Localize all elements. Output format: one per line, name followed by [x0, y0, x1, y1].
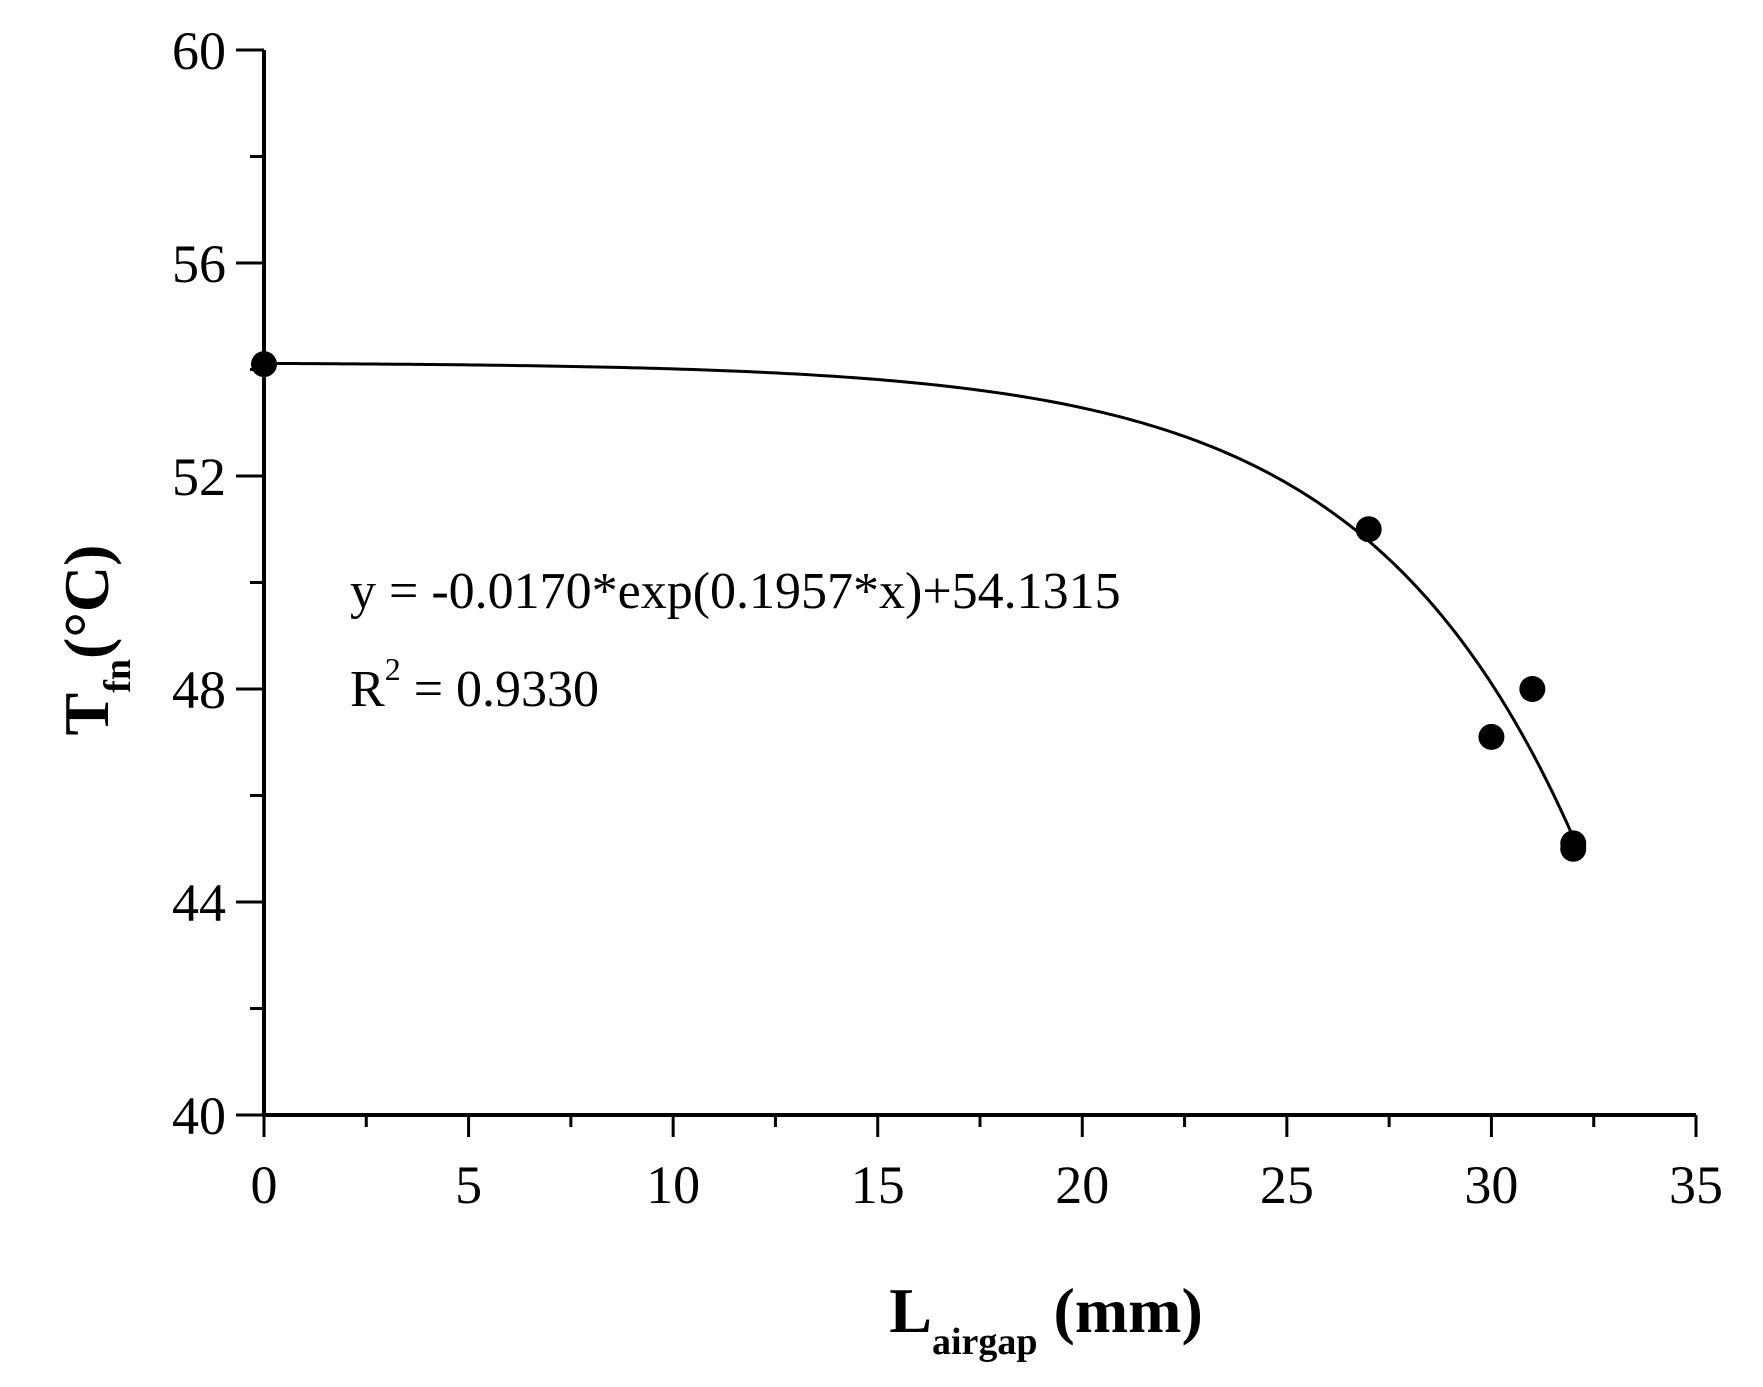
y-tick-label: 60 [172, 21, 226, 81]
fit-r2: R2 = 0.9330 [350, 651, 599, 718]
data-point [1355, 516, 1382, 543]
r2-label: R [350, 661, 385, 718]
y-tick-label: 56 [172, 234, 226, 294]
x-axis-title-main: L [889, 1275, 932, 1346]
data-point [251, 351, 277, 378]
x-tick-label: 30 [1464, 1155, 1518, 1215]
x-tick-label: 10 [646, 1155, 700, 1215]
data-points [251, 351, 1587, 862]
x-ticks: 0 5 10 15 20 25 30 35 [251, 1115, 1723, 1215]
x-tick-label: 5 [455, 1155, 482, 1215]
y-tick-label: 40 [172, 1086, 226, 1146]
x-axis: 0 5 10 15 20 25 30 35 [251, 1113, 1723, 1215]
x-tick-label: 15 [851, 1155, 905, 1215]
r2-value: = 0.9330 [401, 661, 599, 718]
x-axis-title-unit: (mm) [1038, 1275, 1203, 1346]
y-tick-label: 52 [172, 447, 226, 507]
data-point [1478, 723, 1505, 750]
r2-exponent: 2 [385, 651, 401, 687]
y-axis-title-unit: (°C) [51, 545, 122, 659]
x-tick-label: 35 [1669, 1155, 1723, 1215]
y-axis-title-main: T [51, 693, 122, 736]
x-axis-title: Lairgap (mm) [889, 1275, 1203, 1363]
x-axis-title-sub: airgap [932, 1321, 1038, 1363]
x-tick-label: 0 [251, 1155, 278, 1215]
fit-equation: y = -0.0170*exp(0.1957*x)+54.1315 [350, 563, 1121, 620]
data-point [1519, 676, 1546, 702]
data-point [1560, 830, 1587, 857]
y-ticks: 40 44 48 52 56 60 [172, 21, 264, 1146]
y-axis-title: Tfn(°C) [51, 545, 139, 736]
y-axis: 40 44 48 52 56 60 [172, 21, 266, 1146]
fit-curve [263, 361, 1575, 838]
x-tick-label: 25 [1260, 1155, 1314, 1215]
y-axis-title-sub: fn [97, 659, 139, 693]
x-tick-label: 20 [1055, 1155, 1109, 1215]
y-tick-label: 44 [172, 873, 226, 933]
fit-annotation: y = -0.0170*exp(0.1957*x)+54.1315 R2 = 0… [350, 563, 1121, 718]
y-tick-label: 48 [172, 660, 226, 720]
